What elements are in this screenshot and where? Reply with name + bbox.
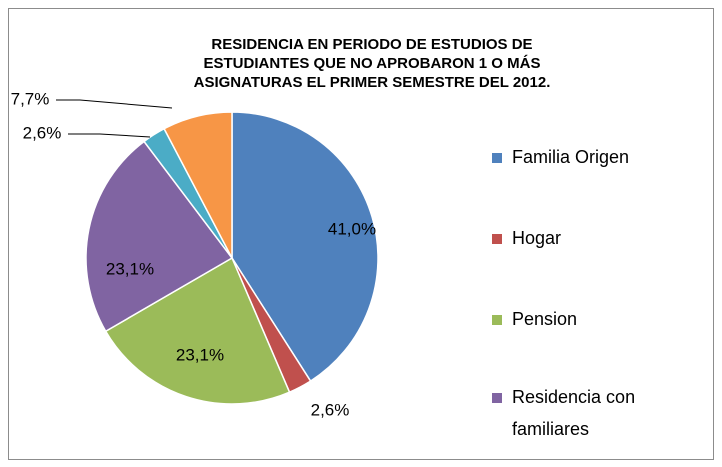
- legend-swatch: [492, 315, 502, 325]
- legend-swatch: [492, 234, 502, 244]
- data-label: 23,1%: [176, 345, 224, 364]
- chart-title: ESTUDIANTES QUE NO APROBARON 1 O MÁS: [204, 55, 541, 72]
- data-label: 2,6%: [23, 123, 62, 142]
- leader-line: [68, 133, 151, 138]
- legend-swatch: [492, 393, 502, 403]
- pie-slice: [104, 256, 291, 405]
- data-label: 23,1%: [106, 259, 154, 278]
- legend-label: Hogar: [512, 228, 561, 248]
- pie-slice: [163, 111, 233, 259]
- data-label: 41,0%: [328, 219, 376, 238]
- legend-swatch: [492, 153, 502, 163]
- data-label: 2,6%: [311, 400, 350, 419]
- legend-label: Familia Origen: [512, 147, 629, 167]
- chart-title: RESIDENCIA EN PERIODO DE ESTUDIOS DE: [211, 36, 532, 53]
- data-label: 7,7%: [11, 89, 50, 108]
- legend-label: Pension: [512, 309, 577, 329]
- leader-line: [56, 99, 173, 109]
- chart-title: ASIGNATURAS EL PRIMER SEMESTRE DEL 2012.: [194, 74, 551, 91]
- legend-label: Residencia con familiares: [512, 387, 635, 439]
- pie-slice: [85, 140, 234, 333]
